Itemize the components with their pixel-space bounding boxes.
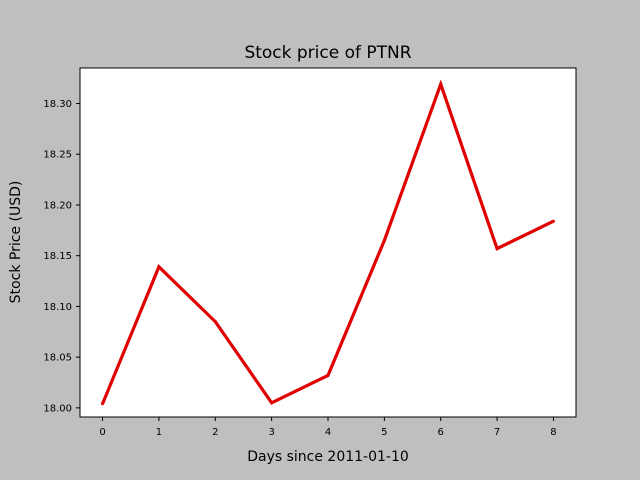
x-tick-label: 8 bbox=[550, 427, 556, 438]
y-tick-label: 18.05 bbox=[43, 353, 72, 364]
y-tick-label: 18.20 bbox=[43, 200, 72, 211]
data-point bbox=[327, 374, 330, 377]
x-axis-title: Days since 2011-01-10 bbox=[247, 449, 409, 465]
chart-title: Stock price of PTNR bbox=[244, 43, 411, 63]
data-point bbox=[270, 401, 273, 404]
y-tick-label: 18.30 bbox=[43, 99, 72, 110]
data-point bbox=[552, 220, 555, 223]
y-tick-label: 18.10 bbox=[43, 302, 72, 313]
data-point bbox=[496, 247, 499, 250]
y-tick-label: 18.00 bbox=[43, 403, 72, 414]
x-tick-label: 6 bbox=[438, 427, 444, 438]
x-tick-label: 2 bbox=[212, 427, 218, 438]
x-tick-label: 3 bbox=[268, 427, 274, 438]
y-axis-title: Stock Price (USD) bbox=[8, 181, 24, 304]
y-tick-label: 18.15 bbox=[43, 251, 72, 262]
data-point bbox=[101, 402, 104, 405]
data-point bbox=[383, 239, 386, 242]
x-tick-label: 7 bbox=[494, 427, 500, 438]
x-tick-label: 4 bbox=[325, 427, 331, 438]
y-tick-label: 18.25 bbox=[43, 150, 72, 161]
data-point bbox=[214, 320, 217, 323]
x-tick-label: 1 bbox=[156, 427, 162, 438]
x-tick-label: 5 bbox=[381, 427, 387, 438]
x-tick-label: 0 bbox=[99, 427, 105, 438]
data-point bbox=[439, 83, 442, 86]
data-point bbox=[157, 265, 160, 268]
plot-area bbox=[80, 68, 576, 417]
